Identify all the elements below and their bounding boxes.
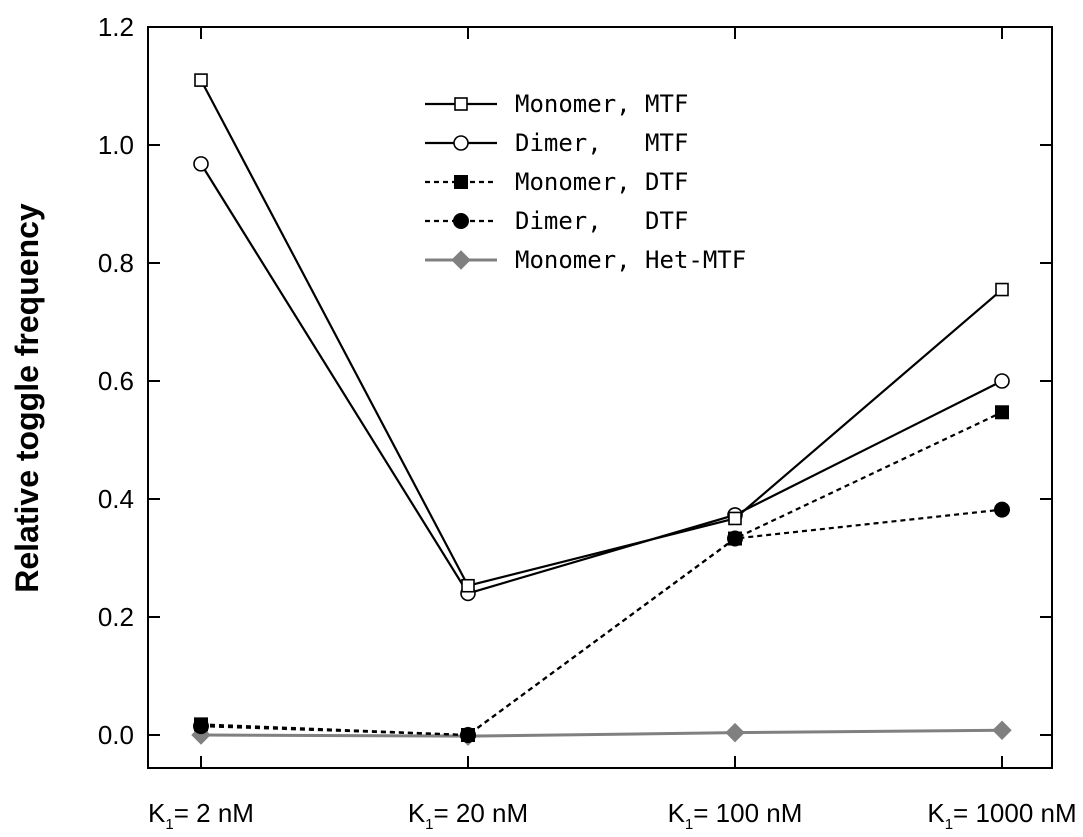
data-point	[995, 282, 1009, 297]
series-2	[194, 405, 1009, 742]
y-tick-label: 1.0	[98, 130, 134, 160]
x-tick-label: K1= 20 nM	[408, 798, 528, 833]
series-line	[200, 411, 1003, 737]
legend-marker	[454, 97, 468, 111]
legend-item: Monomer, Het-MTF	[425, 246, 746, 274]
data-point	[728, 531, 742, 546]
y-tick-label: 0.6	[98, 366, 134, 396]
legend-marker	[453, 213, 469, 229]
plot-frame	[147, 26, 1053, 769]
data-point	[194, 717, 208, 732]
series-line	[200, 508, 1003, 737]
data-point	[992, 720, 1012, 740]
legend-marker	[453, 135, 469, 151]
y-tick-label: 0.0	[98, 720, 134, 750]
legend-marker	[454, 175, 468, 189]
data-point	[994, 373, 1010, 389]
legend-marker	[451, 250, 471, 270]
legend-item: Monomer, MTF	[425, 90, 688, 118]
x-axis: K1= 2 nM K1= 20 nM K1= 100 nM K1= 1000 nM	[148, 27, 1077, 833]
plot-border	[147, 26, 1053, 769]
x-tick-label: K1= 1000 nM	[927, 798, 1076, 833]
series-layer	[191, 73, 1012, 746]
x-tick-label: K1= 2 nM	[148, 798, 254, 833]
y-tick-label: 0.2	[98, 602, 134, 632]
data-point	[461, 728, 475, 742]
y-tick-label: 0.4	[98, 484, 134, 514]
series-0	[194, 73, 1009, 593]
legend-label: Dimer, MTF	[515, 129, 688, 157]
y-tick-label: 0.8	[98, 248, 134, 278]
series-line	[200, 163, 1003, 595]
data-point	[725, 722, 745, 743]
data-point	[728, 511, 742, 526]
legend: Monomer, MTF Dimer, MTF Monomer, DTF Dimer,…	[425, 90, 746, 274]
legend-label: Monomer, Het-MTF	[515, 246, 746, 274]
legend-item: Dimer, DTF	[425, 207, 688, 235]
legend-label: Dimer, DTF	[515, 207, 688, 235]
y-tick-label: 1.2	[98, 12, 134, 42]
series-line	[200, 79, 1003, 588]
y-axis-label: Relative toggle frequency	[9, 203, 45, 593]
legend-item: Dimer, MTF	[425, 129, 688, 157]
data-point	[994, 501, 1010, 518]
legend-label: Monomer, MTF	[515, 90, 688, 118]
series-line	[200, 728, 1003, 738]
y-axis: 0.0 0.2 0.4 0.6 0.8 1.0 1.2	[98, 12, 1052, 750]
legend-label: Monomer, DTF	[515, 168, 688, 196]
data-point	[193, 156, 209, 172]
data-point	[461, 578, 475, 593]
data-point	[995, 405, 1009, 420]
series-3	[193, 501, 1010, 743]
data-point	[194, 73, 208, 87]
legend-item: Monomer, DTF	[425, 168, 688, 196]
series-4	[191, 720, 1012, 746]
x-tick-label: K1= 100 nM	[668, 798, 803, 833]
